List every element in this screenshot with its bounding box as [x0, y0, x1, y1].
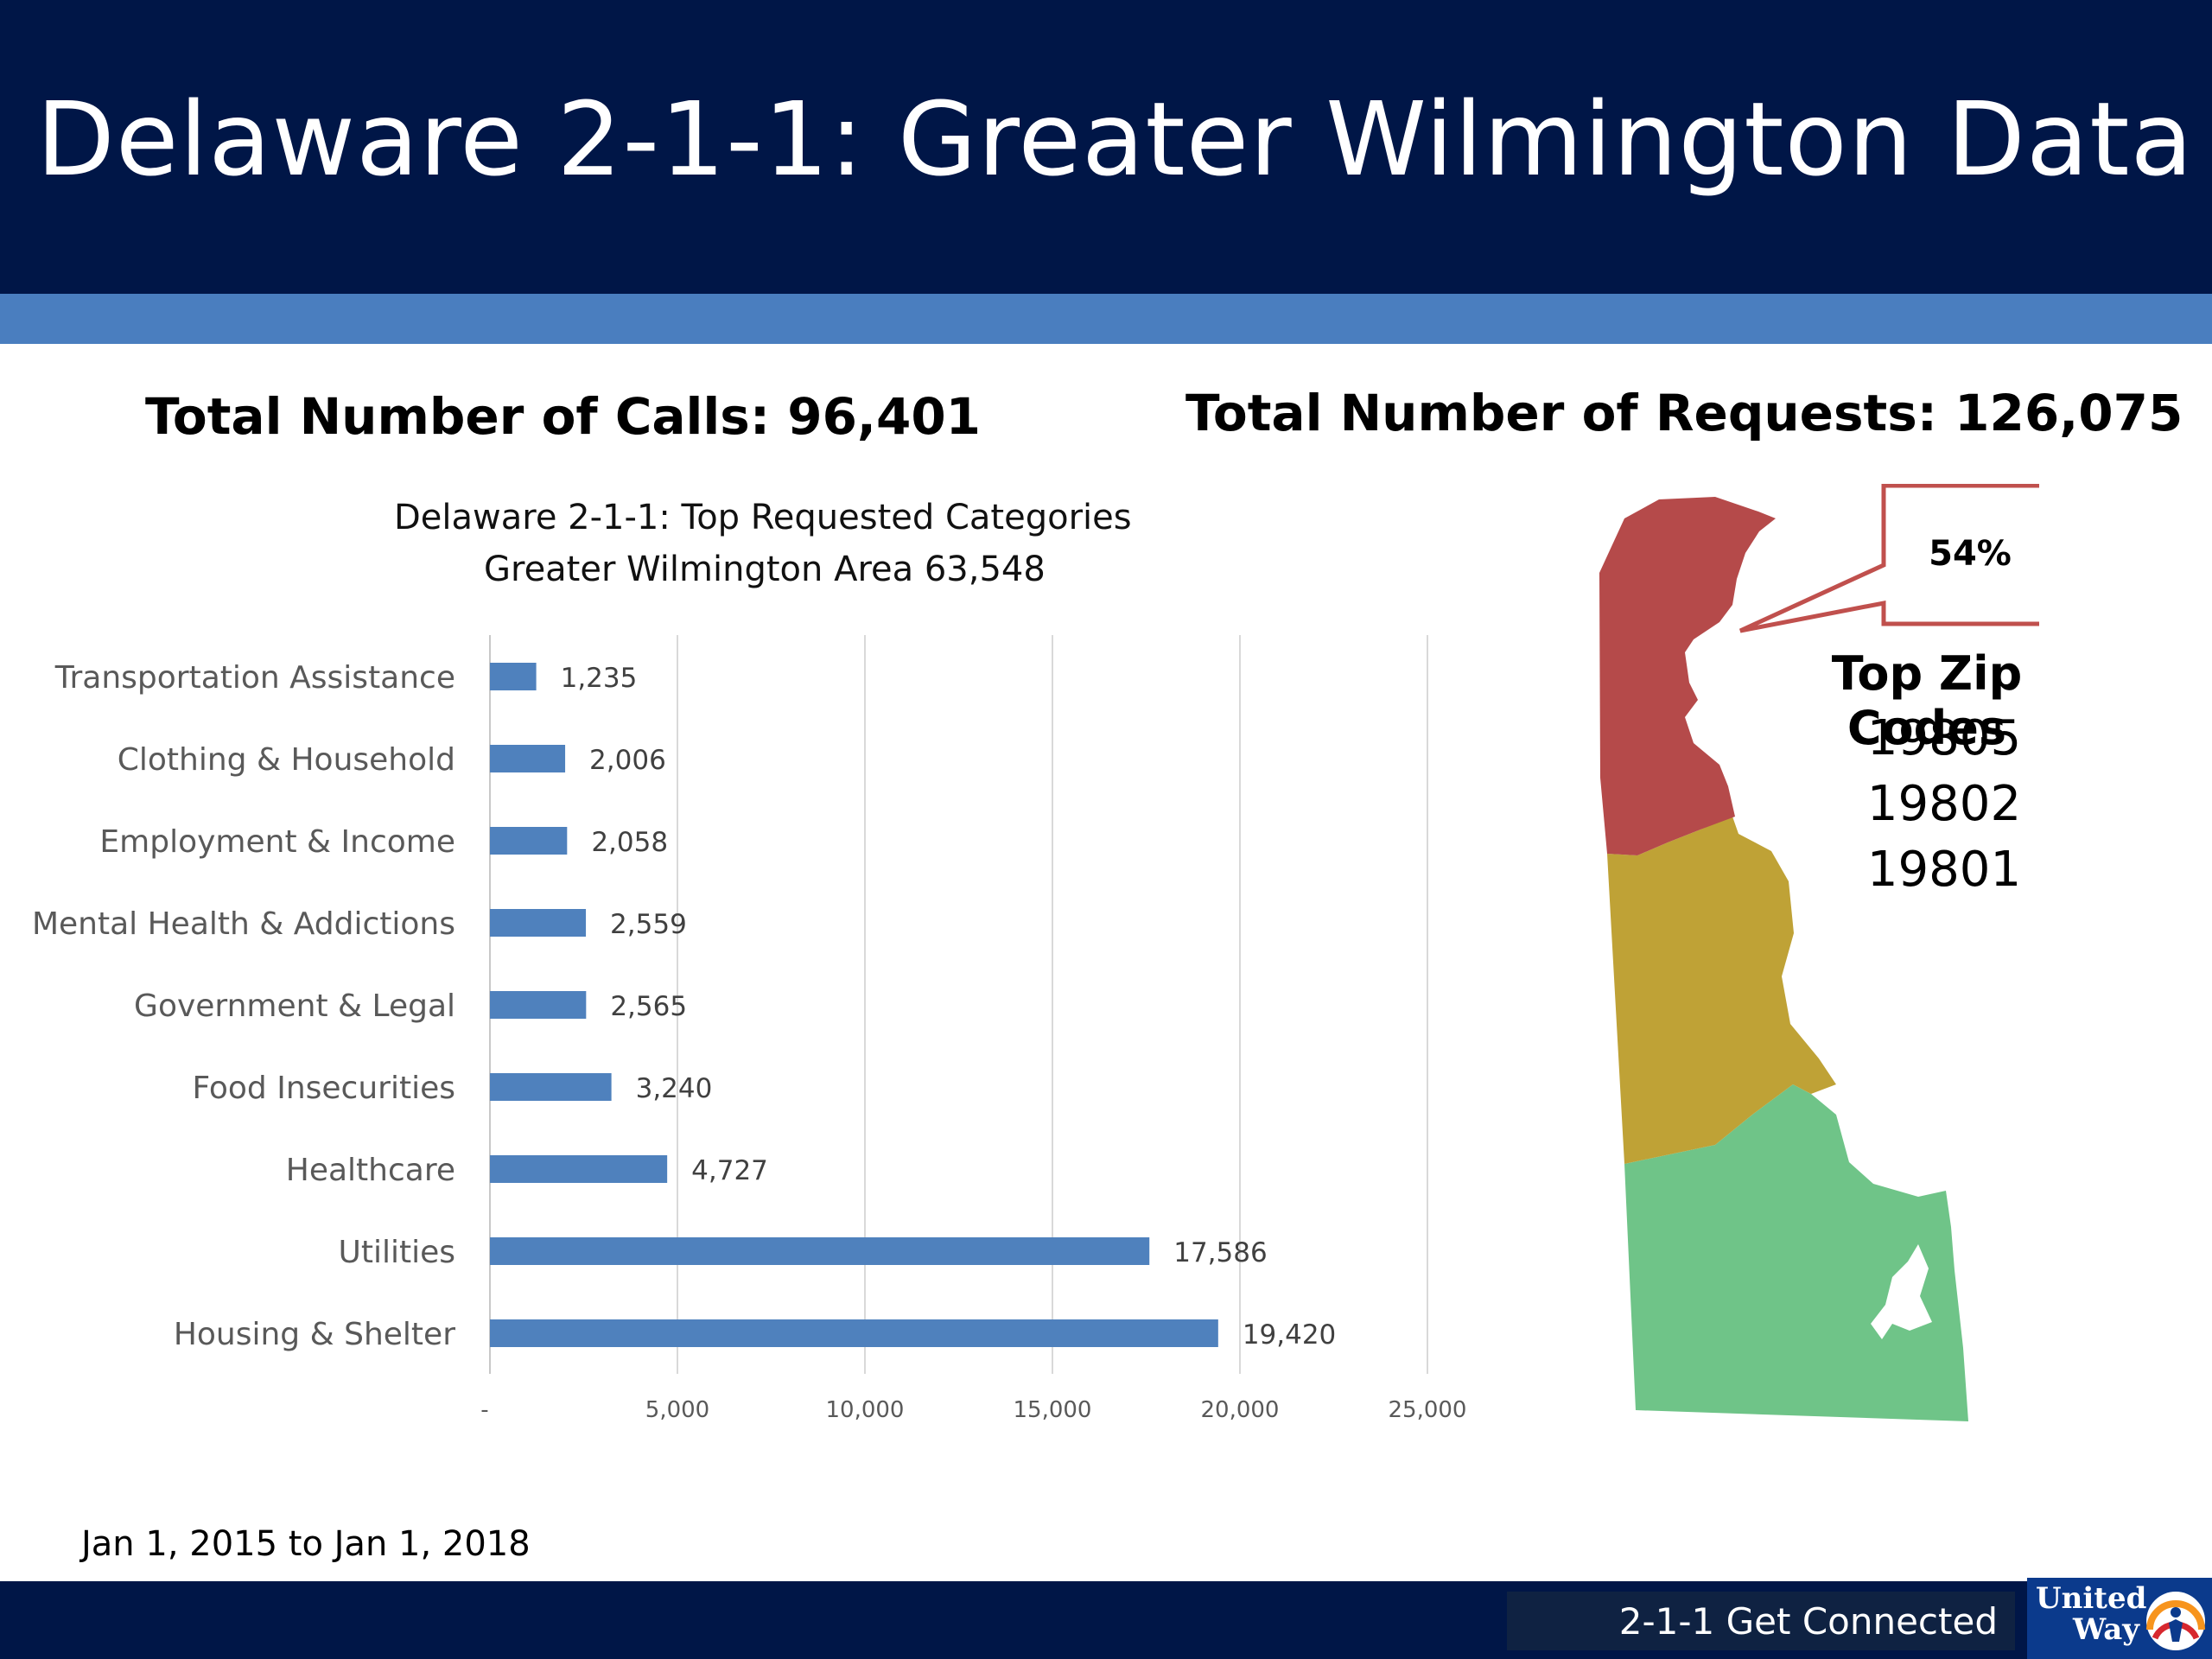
- chart-subtitle: Greater Wilmington Area 63,548: [484, 550, 1046, 589]
- bar: [490, 827, 568, 855]
- value-label: 17,586: [1173, 1237, 1267, 1268]
- bar: [490, 1319, 1218, 1347]
- united-way-logo: United Way: [2027, 1578, 2212, 1659]
- category-label: Mental Health & Addictions: [32, 906, 455, 942]
- footer-tagline: 2-1-1 Get Connected: [1618, 1600, 1998, 1643]
- value-label: 19,420: [1243, 1319, 1336, 1351]
- zip-code-1: 19805: [1866, 710, 2022, 766]
- value-label: 3,240: [636, 1073, 713, 1104]
- county-new-castle: [1599, 497, 1776, 855]
- value-label: 2,565: [610, 991, 687, 1022]
- header-banner: [0, 0, 2212, 294]
- category-label: Government & Legal: [134, 988, 455, 1024]
- value-label: 4,727: [691, 1155, 768, 1186]
- page-title: Delaware 2-1-1: Greater Wilmington Data: [36, 79, 2194, 199]
- value-label: 1,235: [561, 663, 638, 694]
- accent-bar: [0, 294, 2212, 344]
- category-label: Food Insecurities: [192, 1071, 455, 1106]
- zip-code-2: 19802: [1866, 776, 2022, 832]
- value-label: 2,006: [589, 745, 666, 776]
- bar-chart: - 5,000 10,000 15,000 20,000 25,000 Transporta…: [32, 635, 1467, 1423]
- logo-text: United Way: [2036, 1581, 2147, 1647]
- delaware-map: [1599, 484, 2039, 1421]
- category-label: Healthcare: [286, 1153, 455, 1188]
- category-label: Utilities: [339, 1235, 456, 1270]
- chart-title: Delaware 2-1-1: Top Requested Categories: [394, 498, 1132, 537]
- united-way-hand-icon: [2146, 1592, 2205, 1650]
- category-label: Housing & Shelter: [174, 1317, 455, 1352]
- callout-box: [1738, 484, 2039, 633]
- callout-percentage: 54%: [1929, 534, 2012, 574]
- x-tick-label: 10,000: [826, 1397, 905, 1423]
- total-calls: Total Number of Calls: 96,401: [145, 387, 982, 446]
- x-tick-label: 20,000: [1201, 1397, 1280, 1423]
- footer-tagline-box: 2-1-1 Get Connected: [1507, 1592, 2015, 1650]
- county-kent: [1607, 817, 1836, 1164]
- x-tick-label: -: [480, 1397, 488, 1423]
- bay-inlet: [1871, 1244, 1932, 1339]
- zip-code-3: 19801: [1866, 842, 2022, 898]
- category-label: Transportation Assistance: [54, 660, 455, 696]
- category-label: Clothing & Household: [118, 742, 455, 778]
- bar: [490, 1237, 1150, 1265]
- value-label: 2,559: [610, 909, 687, 940]
- value-label: 2,058: [591, 827, 668, 858]
- bar: [490, 1155, 668, 1183]
- bar: [490, 745, 566, 772]
- category-label: Employment & Income: [99, 824, 455, 860]
- x-tick-label: 25,000: [1389, 1397, 1467, 1423]
- bar: [490, 991, 587, 1019]
- x-tick-label: 5,000: [645, 1397, 709, 1423]
- bar: [490, 663, 537, 690]
- bar: [490, 1073, 612, 1101]
- bar: [490, 909, 587, 937]
- date-range: Jan 1, 2015 to Jan 1, 2018: [81, 1524, 531, 1564]
- total-requests: Total Number of Requests: 126,075: [1185, 384, 2183, 442]
- zip-codes-title: Top Zip Codes: [1831, 646, 2023, 755]
- x-tick-label: 15,000: [1014, 1397, 1092, 1423]
